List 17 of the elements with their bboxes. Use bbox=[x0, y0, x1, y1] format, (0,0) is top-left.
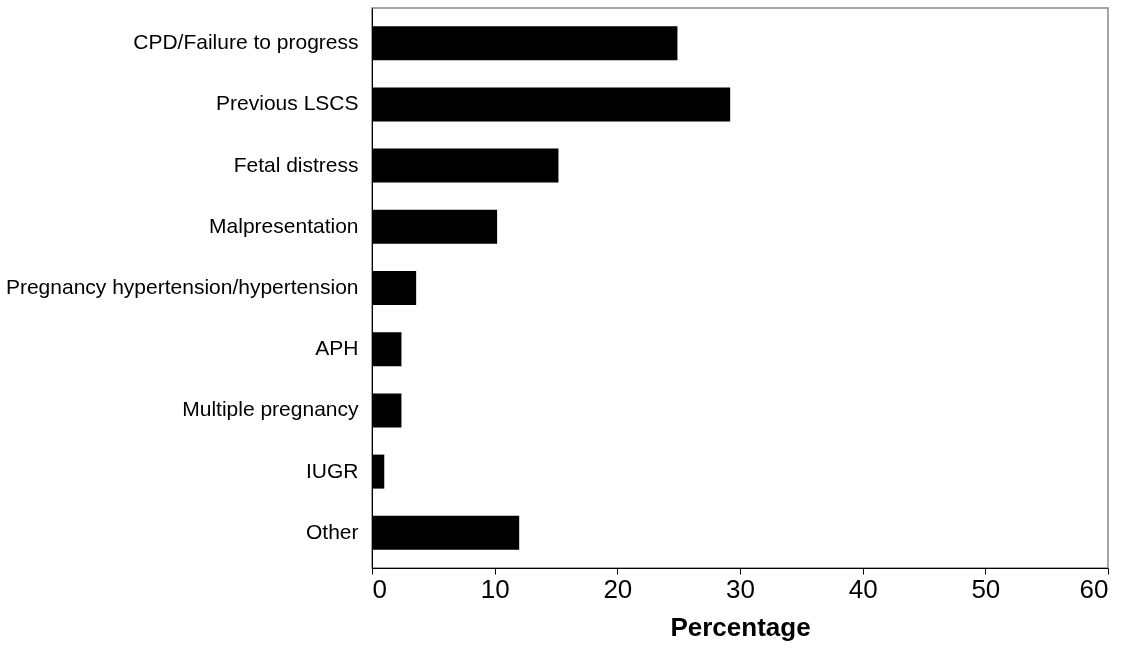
x-tick-label: 40 bbox=[848, 573, 878, 604]
y-tick-label: Pregnancy hypertension/hypertension bbox=[5, 275, 359, 298]
x-tick-label: 10 bbox=[480, 573, 510, 604]
x-tick-label: 50 bbox=[971, 573, 1001, 604]
y-tick-label: Malpresentation bbox=[209, 213, 359, 237]
y-tick-label: APH bbox=[315, 336, 359, 360]
x-tick-label: 0 bbox=[372, 573, 387, 604]
x-tick-label: 20 bbox=[603, 573, 633, 604]
y-tick-label: Multiple pregnancy bbox=[182, 397, 359, 421]
y-tick-label: Fetal distress bbox=[233, 152, 359, 176]
y-tick-label: Previous LSCS bbox=[216, 91, 359, 115]
y-tick-label: CPD/Failure to progress bbox=[133, 30, 359, 54]
y-tick-label: Other bbox=[305, 519, 359, 543]
y-tick-label: IUGR bbox=[306, 458, 359, 482]
x-tick-label: 30 bbox=[726, 573, 755, 604]
x-axis-title: Percentage bbox=[670, 611, 811, 642]
x-tick-label: 60 bbox=[1079, 573, 1109, 604]
